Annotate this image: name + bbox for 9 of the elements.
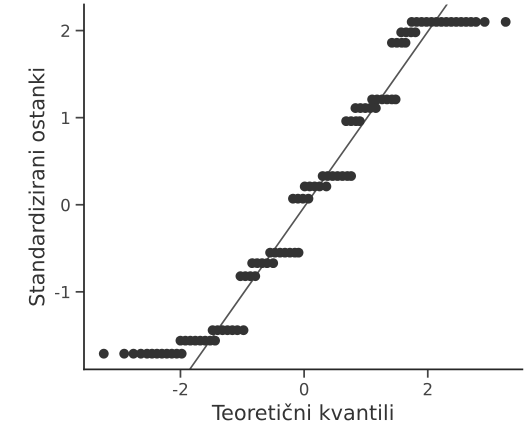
y-tick-label: -1 xyxy=(55,286,70,298)
x-tick-label: 2 xyxy=(424,382,432,396)
x-axis-title: Teoretični kvantili xyxy=(212,403,393,420)
y-axis-title: Standardizirani ostanki xyxy=(28,68,45,306)
y-tick-label: 2 xyxy=(61,24,70,37)
x-tick-label: -2 xyxy=(172,382,188,396)
y-tick-label: 1 xyxy=(62,112,70,124)
y-tick-label: 0 xyxy=(61,198,70,212)
x-tick-label: 0 xyxy=(300,382,308,396)
